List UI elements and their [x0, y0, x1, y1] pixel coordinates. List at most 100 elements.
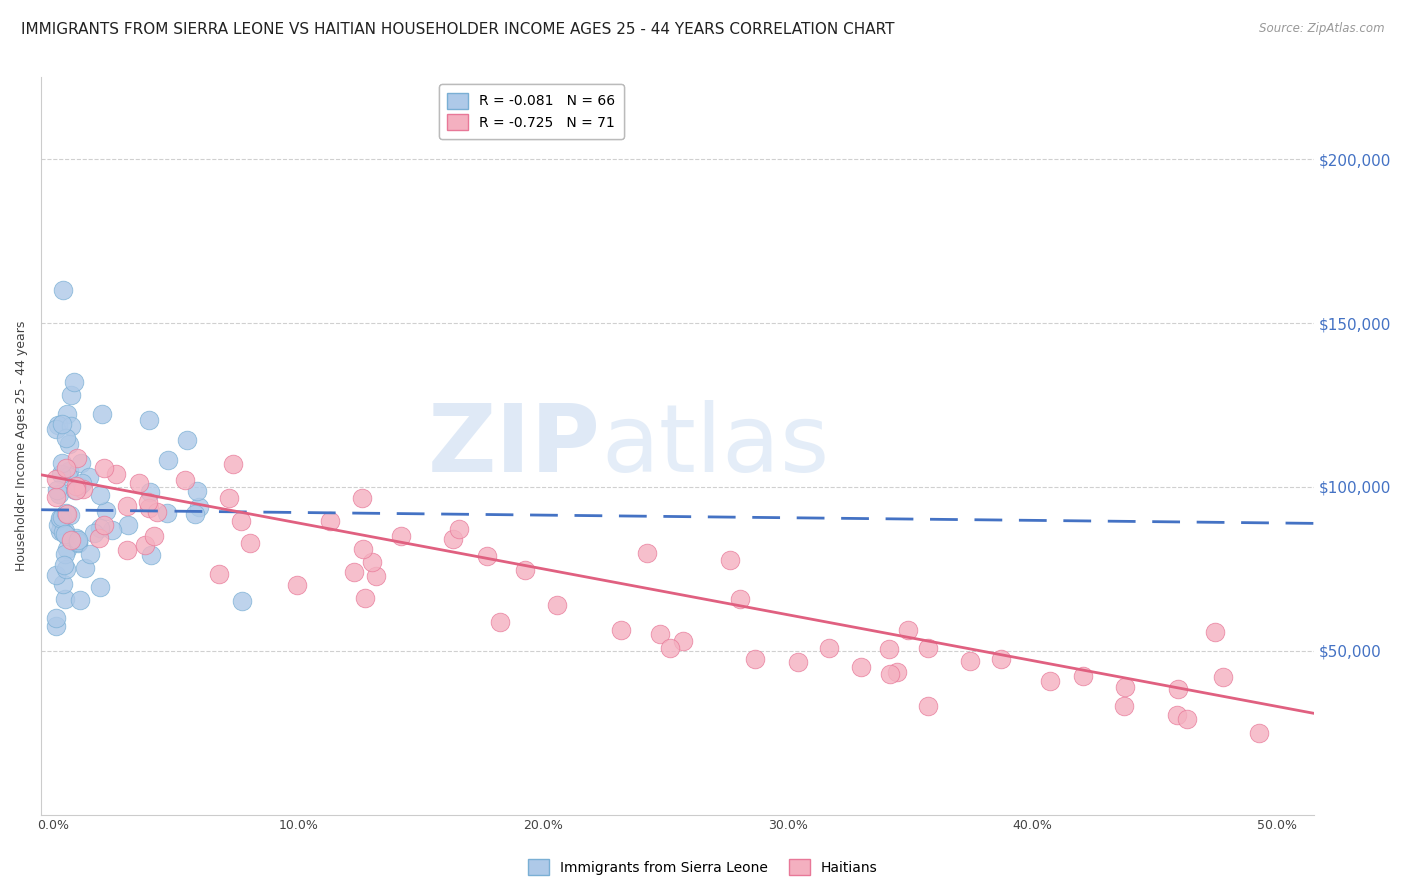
Point [53, 524, 76, 538]
Point [72, 483, 94, 497]
Point [136, 495, 159, 509]
Legend: Immigrants from Sierra Leone, Haitians: Immigrants from Sierra Leone, Haitians [523, 854, 883, 880]
Point [89, 488, 111, 502]
Point [728, 592, 751, 607]
Point [69, 456, 91, 470]
Point [45, 472, 67, 486]
Point [75, 561, 97, 575]
Point [285, 578, 308, 592]
Point [447, 522, 470, 536]
Point [83, 526, 105, 541]
Point [886, 665, 908, 680]
Point [1114, 681, 1136, 695]
Point [67, 536, 90, 550]
Point [186, 484, 208, 499]
Point [48, 511, 70, 525]
Point [51, 524, 73, 539]
Point [52, 577, 75, 591]
Point [515, 563, 537, 577]
Point [67, 535, 90, 549]
Point [231, 594, 253, 608]
Point [138, 500, 160, 515]
Point [55, 506, 77, 520]
Point [53, 591, 76, 606]
Point [1039, 673, 1062, 688]
Point [59, 508, 82, 523]
Point [139, 548, 162, 562]
Point [58, 437, 80, 451]
Point [917, 699, 939, 714]
Point [897, 623, 920, 637]
Point [352, 542, 374, 557]
Point [1204, 624, 1226, 639]
Point [238, 535, 260, 549]
Point [115, 499, 138, 513]
Point [636, 545, 658, 559]
Point [1071, 668, 1094, 682]
Point [117, 517, 139, 532]
Point [134, 538, 156, 552]
Point [176, 433, 198, 447]
Point [56, 407, 79, 421]
Point [48, 487, 70, 501]
Text: IMMIGRANTS FROM SIERRA LEONE VS HAITIAN HOUSEHOLDER INCOME AGES 25 - 44 YEARS CO: IMMIGRANTS FROM SIERRA LEONE VS HAITIAN … [21, 22, 894, 37]
Point [231, 514, 253, 528]
Point [648, 626, 671, 640]
Point [45, 490, 67, 504]
Point [546, 598, 568, 612]
Point [877, 641, 900, 656]
Point [744, 651, 766, 665]
Point [366, 569, 388, 583]
Point [51, 456, 73, 470]
Point [59, 533, 82, 547]
Point [49, 467, 72, 481]
Point [115, 543, 138, 558]
Point [69, 593, 91, 607]
Point [91, 407, 114, 421]
Point [353, 591, 375, 605]
Text: Source: ZipAtlas.com: Source: ZipAtlas.com [1260, 22, 1385, 36]
Text: atlas: atlas [602, 400, 830, 492]
Point [56, 529, 79, 543]
Point [188, 500, 211, 515]
Point [184, 507, 207, 521]
Point [139, 485, 162, 500]
Point [990, 652, 1012, 666]
Point [51, 510, 73, 524]
Point [65, 483, 87, 497]
Point [46, 483, 69, 498]
Point [56, 468, 79, 483]
Point [60, 419, 83, 434]
Point [475, 549, 498, 563]
Point [65, 531, 87, 545]
Point [66, 451, 89, 466]
Point [51, 417, 73, 431]
Point [488, 615, 510, 629]
Point [207, 567, 229, 582]
Point [46, 518, 69, 533]
Point [46, 418, 69, 433]
Point [959, 655, 981, 669]
Point [101, 524, 124, 538]
Point [105, 467, 128, 481]
Point [49, 524, 72, 539]
Point [817, 640, 839, 655]
Point [222, 457, 245, 471]
Point [156, 453, 179, 467]
Point [718, 553, 741, 567]
Point [342, 565, 364, 579]
Point [671, 634, 693, 648]
Point [55, 527, 77, 541]
Point [849, 660, 872, 674]
Point [128, 475, 150, 490]
Legend: R = -0.081   N = 66, R = -0.725   N = 71: R = -0.081 N = 66, R = -0.725 N = 71 [439, 85, 623, 138]
Point [146, 505, 169, 519]
Y-axis label: Householder Income Ages 25 - 44 years: Householder Income Ages 25 - 44 years [15, 321, 28, 571]
Point [53, 547, 76, 561]
Point [441, 532, 464, 546]
Point [59, 388, 82, 402]
Point [1166, 708, 1188, 723]
Point [45, 568, 67, 582]
Point [77, 469, 100, 483]
Point [218, 491, 240, 506]
